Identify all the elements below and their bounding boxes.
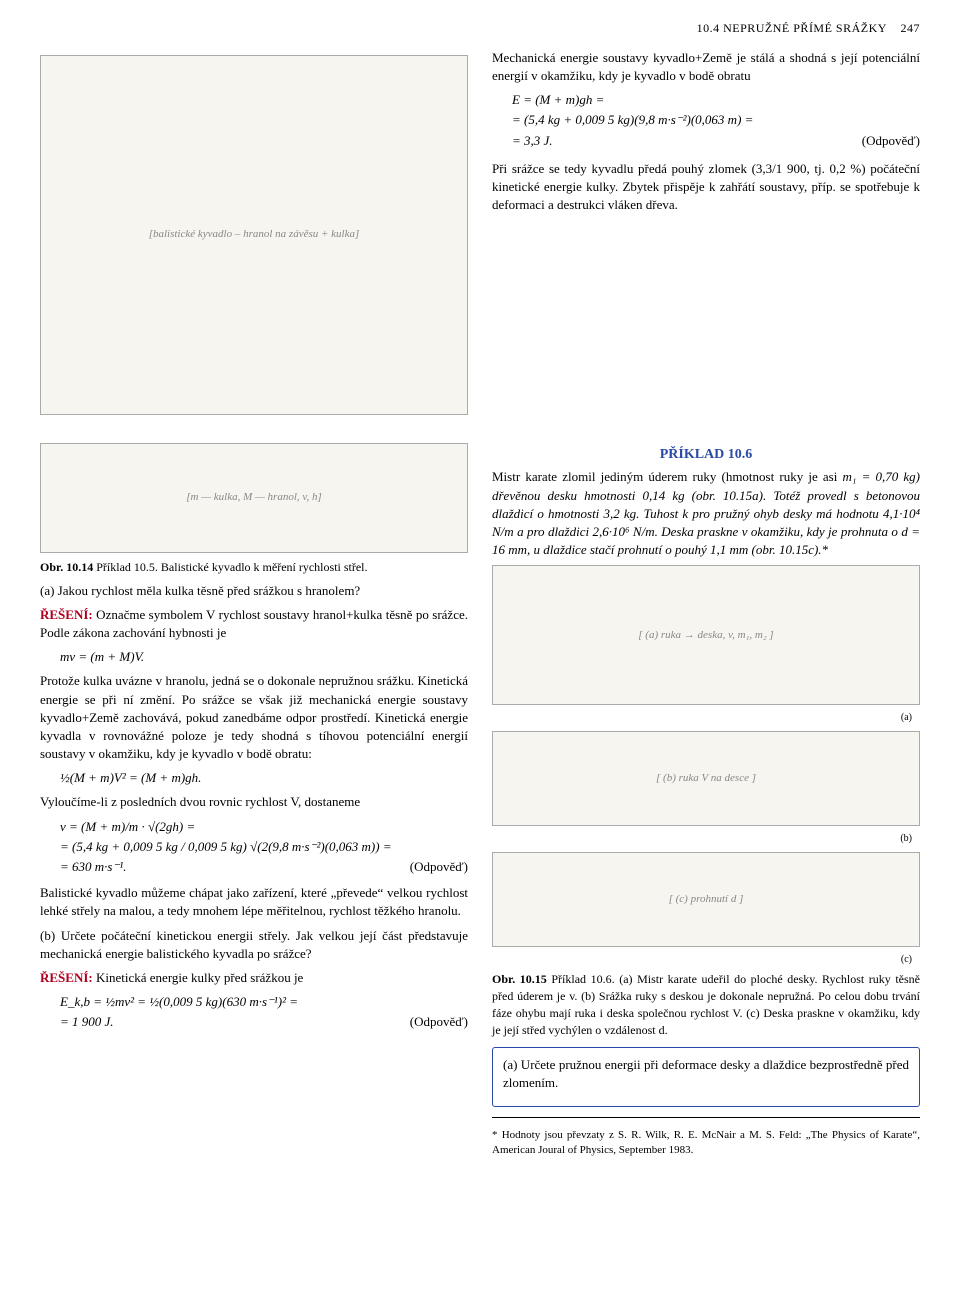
eq-ek1: E_k,b = ½mv² = ½(0,009 5 kg)(630 m·s⁻¹)²… <box>60 993 468 1011</box>
page-number: 247 <box>901 21 921 35</box>
example-title: PŘÍKLAD 10.6 <box>492 445 920 465</box>
fig-10-14: [m — kulka, M — hranol, v, h] <box>40 443 468 553</box>
top-right-col: Mechanická energie soustavy kyvadlo+Země… <box>492 49 920 421</box>
left-p4: Balistické kyvadlo můžeme chápat jako za… <box>40 884 468 920</box>
eq-energy: ½(M + m)V² = (M + m)gh. <box>60 769 468 787</box>
question-box: (a) Určete pružnou energii při deformace… <box>492 1047 920 1107</box>
apparatus-figure: [balistické kyvadlo – hranol na závěsu +… <box>40 55 468 415</box>
tr-answer: (Odpověď) <box>862 132 920 150</box>
answer-b: (Odpověď) <box>410 1013 468 1031</box>
eq-momentum: mv = (m + M)V. <box>60 648 468 666</box>
fig-10-15b: [ (b) ruka V na desce ] <box>492 731 920 826</box>
page-header: 10.4 NEPRUŽNÉ PŘÍMÉ SRÁŽKY 247 <box>40 20 920 37</box>
reseni-label-2: ŘEŠENÍ: <box>40 970 93 985</box>
right-p1: Mistr karate zlomil jediným úderem ruky … <box>492 468 920 559</box>
footnote: * Hodnoty jsou převzaty z S. R. Wilk, R.… <box>492 1128 920 1159</box>
top-row: [balistické kyvadlo – hranol na závěsu +… <box>40 49 920 421</box>
right-qA: (a) Určete pružnou energii při deformace… <box>503 1056 909 1092</box>
eq-v1: v = (M + m)/m · √(2gh) = <box>60 818 468 836</box>
eq-v3: = 630 m·s⁻¹. (Odpověď) <box>60 858 468 876</box>
bottom-row: [m — kulka, M — hranol, v, h] Obr. 10.14… <box>40 437 920 1165</box>
fig-10-15-caption: Obr. 10.15 Příklad 10.6. (a) Mistr karat… <box>492 971 920 1038</box>
fig-10-14-caption: Obr. 10.14 Příklad 10.5. Balistické kyva… <box>40 559 468 576</box>
tr-para2: Při srážce se tedy kyvadlu předá pouhý z… <box>492 160 920 215</box>
reseni-label-1: ŘEŠENÍ: <box>40 607 93 622</box>
left-col: [m — kulka, M — hranol, v, h] Obr. 10.14… <box>40 437 468 1165</box>
tr-eq1: E = (M + m)gh = <box>512 91 920 109</box>
eq-v2: = (5,4 kg + 0,009 5 kg / 0,009 5 kg) √(2… <box>60 838 468 856</box>
fig-c-label: (c) <box>492 953 912 967</box>
left-sol1: ŘEŠENÍ: Označme symbolem V rychlost sous… <box>40 606 468 642</box>
tr-intro: Mechanická energie soustavy kyvadlo+Země… <box>492 49 920 85</box>
left-qB: (b) Určete počáteční kinetickou energii … <box>40 927 468 963</box>
section-name: 10.4 NEPRUŽNÉ PŘÍMÉ SRÁŽKY <box>697 21 887 35</box>
tr-eq3: = 3,3 J. (Odpověď) <box>512 132 920 150</box>
footnote-rule <box>492 1117 920 1118</box>
left-p2: Protože kulka uvázne v hranolu, jedná se… <box>40 672 468 763</box>
top-left-col: [balistické kyvadlo – hranol na závěsu +… <box>40 49 468 421</box>
left-qA: (a) Jakou rychlost měla kulka těsně před… <box>40 582 468 600</box>
fig-10-15a: [ (a) ruka → deska, v, m₁, m₂ ] <box>492 565 920 705</box>
fig-b-label: (b) <box>492 832 912 846</box>
left-sol2: ŘEŠENÍ: Kinetická energie kulky před srá… <box>40 969 468 987</box>
tr-eq2: = (5,4 kg + 0,009 5 kg)(9,8 m·s⁻²)(0,063… <box>512 111 920 129</box>
left-p3: Vyloučíme-li z posledních dvou rovnic ry… <box>40 793 468 811</box>
fig-10-15c: [ (c) prohnutí d ] <box>492 852 920 947</box>
fig-a-label: (a) <box>492 711 912 725</box>
eq-ek2: = 1 900 J. (Odpověď) <box>60 1013 468 1031</box>
right-col: PŘÍKLAD 10.6 Mistr karate zlomil jediným… <box>492 437 920 1165</box>
answer-a: (Odpověď) <box>410 858 468 876</box>
